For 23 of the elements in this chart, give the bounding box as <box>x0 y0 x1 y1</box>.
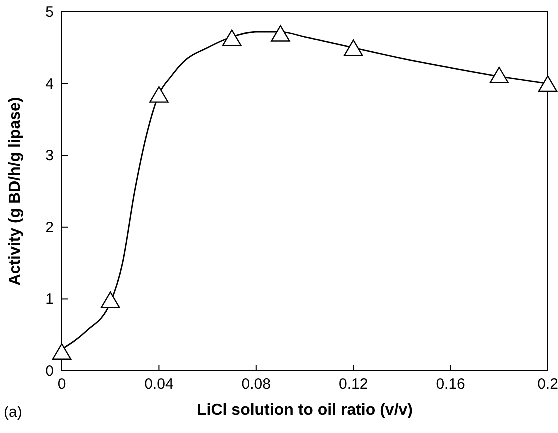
x-tick-label: 0 <box>58 376 66 393</box>
point <box>52 343 72 360</box>
point <box>150 86 169 103</box>
y-axis-title: Activity (g BD/h/g lipase) <box>7 97 24 286</box>
y-tick-label: 4 <box>46 76 54 93</box>
point <box>538 76 558 92</box>
text: (a) <box>4 404 22 421</box>
point <box>101 292 120 308</box>
y-tick-label: 0 <box>46 363 54 380</box>
point <box>490 67 509 84</box>
x-axis-title: LiCl solution to oil ratio (v/v) <box>197 402 413 419</box>
x-tick-label: 0.16 <box>436 376 466 393</box>
y-tick-label: 3 <box>46 148 54 165</box>
x-tick-label: 0.08 <box>242 376 271 393</box>
point <box>344 40 364 56</box>
y-tick-label: 5 <box>46 4 54 21</box>
x-tick-label: 0.2 <box>538 376 558 393</box>
point <box>222 30 242 46</box>
y-tick-label: 2 <box>46 219 54 236</box>
x-tick-label: 0.04 <box>144 376 174 393</box>
y-tick-label: 1 <box>46 291 54 308</box>
point <box>271 25 290 42</box>
x-tick-label: 0.12 <box>339 376 368 393</box>
